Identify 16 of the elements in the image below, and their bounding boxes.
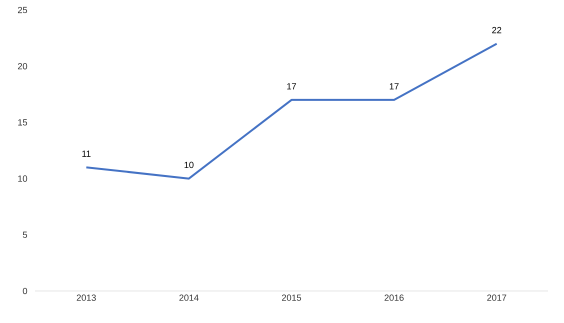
x-tick-label: 2015 [282,294,302,301]
data-label: 17 [390,83,399,90]
x-tick-label: 2014 [179,294,199,301]
y-tick-label: 10 [18,175,28,182]
x-tick-label: 2017 [487,294,506,301]
data-label: 10 [184,162,194,168]
y-tick-label: 15 [18,119,28,126]
data-label: 22 [492,26,502,34]
data-label: 11 [82,150,91,157]
x-tick-label: 2016 [384,294,404,301]
y-tick-label: 25 [18,6,28,14]
y-tick-label: 0 [22,288,28,294]
y-tick-label: 20 [18,63,28,70]
y-tick-label: 5 [22,232,28,238]
data-label: 17 [287,83,296,90]
x-tick-label: 2013 [76,294,96,301]
